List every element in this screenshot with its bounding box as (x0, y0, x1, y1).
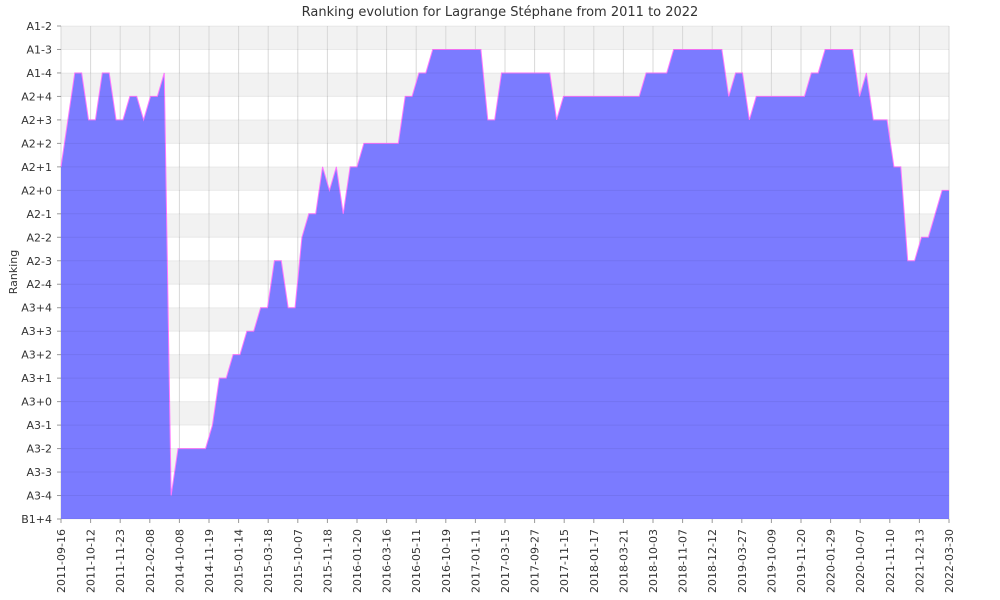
y-tick-label: A3+3 (21, 325, 52, 338)
x-tick-label: 2015-10-07 (292, 529, 305, 593)
y-tick-label: A3+4 (21, 302, 52, 315)
ranking-line (60, 48, 949, 496)
y-tick-label: A2-3 (27, 255, 53, 268)
x-tick-label: 2016-05-11 (410, 529, 423, 593)
x-tick-label: 2011-11-23 (114, 529, 127, 593)
y-tick-label: A3-3 (27, 466, 53, 479)
x-tick-label: 2020-10-07 (854, 529, 867, 593)
x-axis-ticks: 2011-09-16 2011-10-12 2011-11-23 2012-02-08… (55, 519, 956, 593)
x-tick-label: 2018-11-07 (677, 529, 690, 593)
x-tick-label: 2018-10-03 (647, 529, 660, 593)
y-tick-label: A2-4 (27, 278, 53, 291)
y-tick-label: A1-2 (27, 20, 53, 33)
y-tick-label: A3-2 (27, 443, 53, 456)
x-tick-label: 2022-03-30 (943, 529, 956, 593)
y-tick-label: A2+3 (21, 114, 52, 127)
y-tick-label: A2+2 (21, 137, 52, 150)
y-tick-label: A1-3 (27, 43, 53, 56)
y-tick-label: A3+0 (21, 396, 52, 409)
y-tick-label: A3-4 (27, 490, 53, 503)
x-tick-label: 2018-03-21 (617, 529, 630, 593)
x-tick-label: 2014-11-19 (203, 529, 216, 593)
x-tick-label: 2017-01-11 (469, 529, 482, 593)
x-tick-label: 2018-01-17 (588, 529, 601, 593)
x-tick-label: 2019-03-27 (736, 529, 749, 593)
x-tick-label: 2017-11-15 (558, 529, 571, 593)
ranking-area-fill (61, 49, 949, 519)
x-tick-label: 2017-09-27 (529, 529, 542, 593)
x-tick-label: 2012-02-08 (144, 529, 157, 593)
x-tick-label: 2018-12-12 (706, 529, 719, 593)
x-tick-label: 2016-03-16 (381, 529, 394, 593)
y-tick-label: A3+2 (21, 349, 52, 362)
x-tick-label: 2015-01-14 (233, 529, 246, 593)
y-tick-label: A1-4 (27, 67, 53, 80)
y-tick-label: A2+4 (21, 90, 52, 103)
x-tick-label: 2019-10-09 (765, 529, 778, 593)
x-tick-label: 2015-11-18 (321, 529, 334, 593)
x-tick-label: 2017-03-15 (499, 529, 512, 593)
x-tick-label: 2021-11-10 (884, 529, 897, 593)
x-tick-label: 2011-10-12 (85, 529, 98, 593)
chart-title: Ranking evolution for Lagrange Stéphane … (302, 5, 699, 20)
y-tick-label: A2+0 (21, 184, 52, 197)
y-tick-label: A2+1 (21, 161, 52, 174)
y-axis-ticks: B1+4 A3-4 A3-3 A3-2 A3-1 A3+0 A3+1 A3+2 A3+3 A3+4… (21, 20, 61, 526)
x-tick-label: 2011-09-16 (55, 529, 68, 593)
y-tick-label: A3-1 (27, 419, 53, 432)
x-tick-label: 2020-01-29 (825, 529, 838, 593)
y-tick-label: A2-1 (27, 208, 53, 221)
y-tick-label: A2-2 (27, 231, 53, 244)
x-tick-label: 2016-01-20 (351, 529, 364, 593)
ranking-area (60, 48, 949, 519)
x-tick-label: 2015-03-18 (262, 529, 275, 593)
y-tick-label: B1+4 (21, 513, 52, 526)
x-tick-label: 2021-12-13 (913, 529, 926, 593)
x-tick-label: 2016-10-19 (440, 529, 453, 593)
y-tick-label: A3+1 (21, 372, 52, 385)
x-tick-label: 2019-11-20 (795, 529, 808, 593)
horizontal-gridlines (61, 25, 949, 520)
x-tick-label: 2014-10-08 (173, 529, 186, 593)
y-axis-label: Ranking (7, 250, 20, 295)
